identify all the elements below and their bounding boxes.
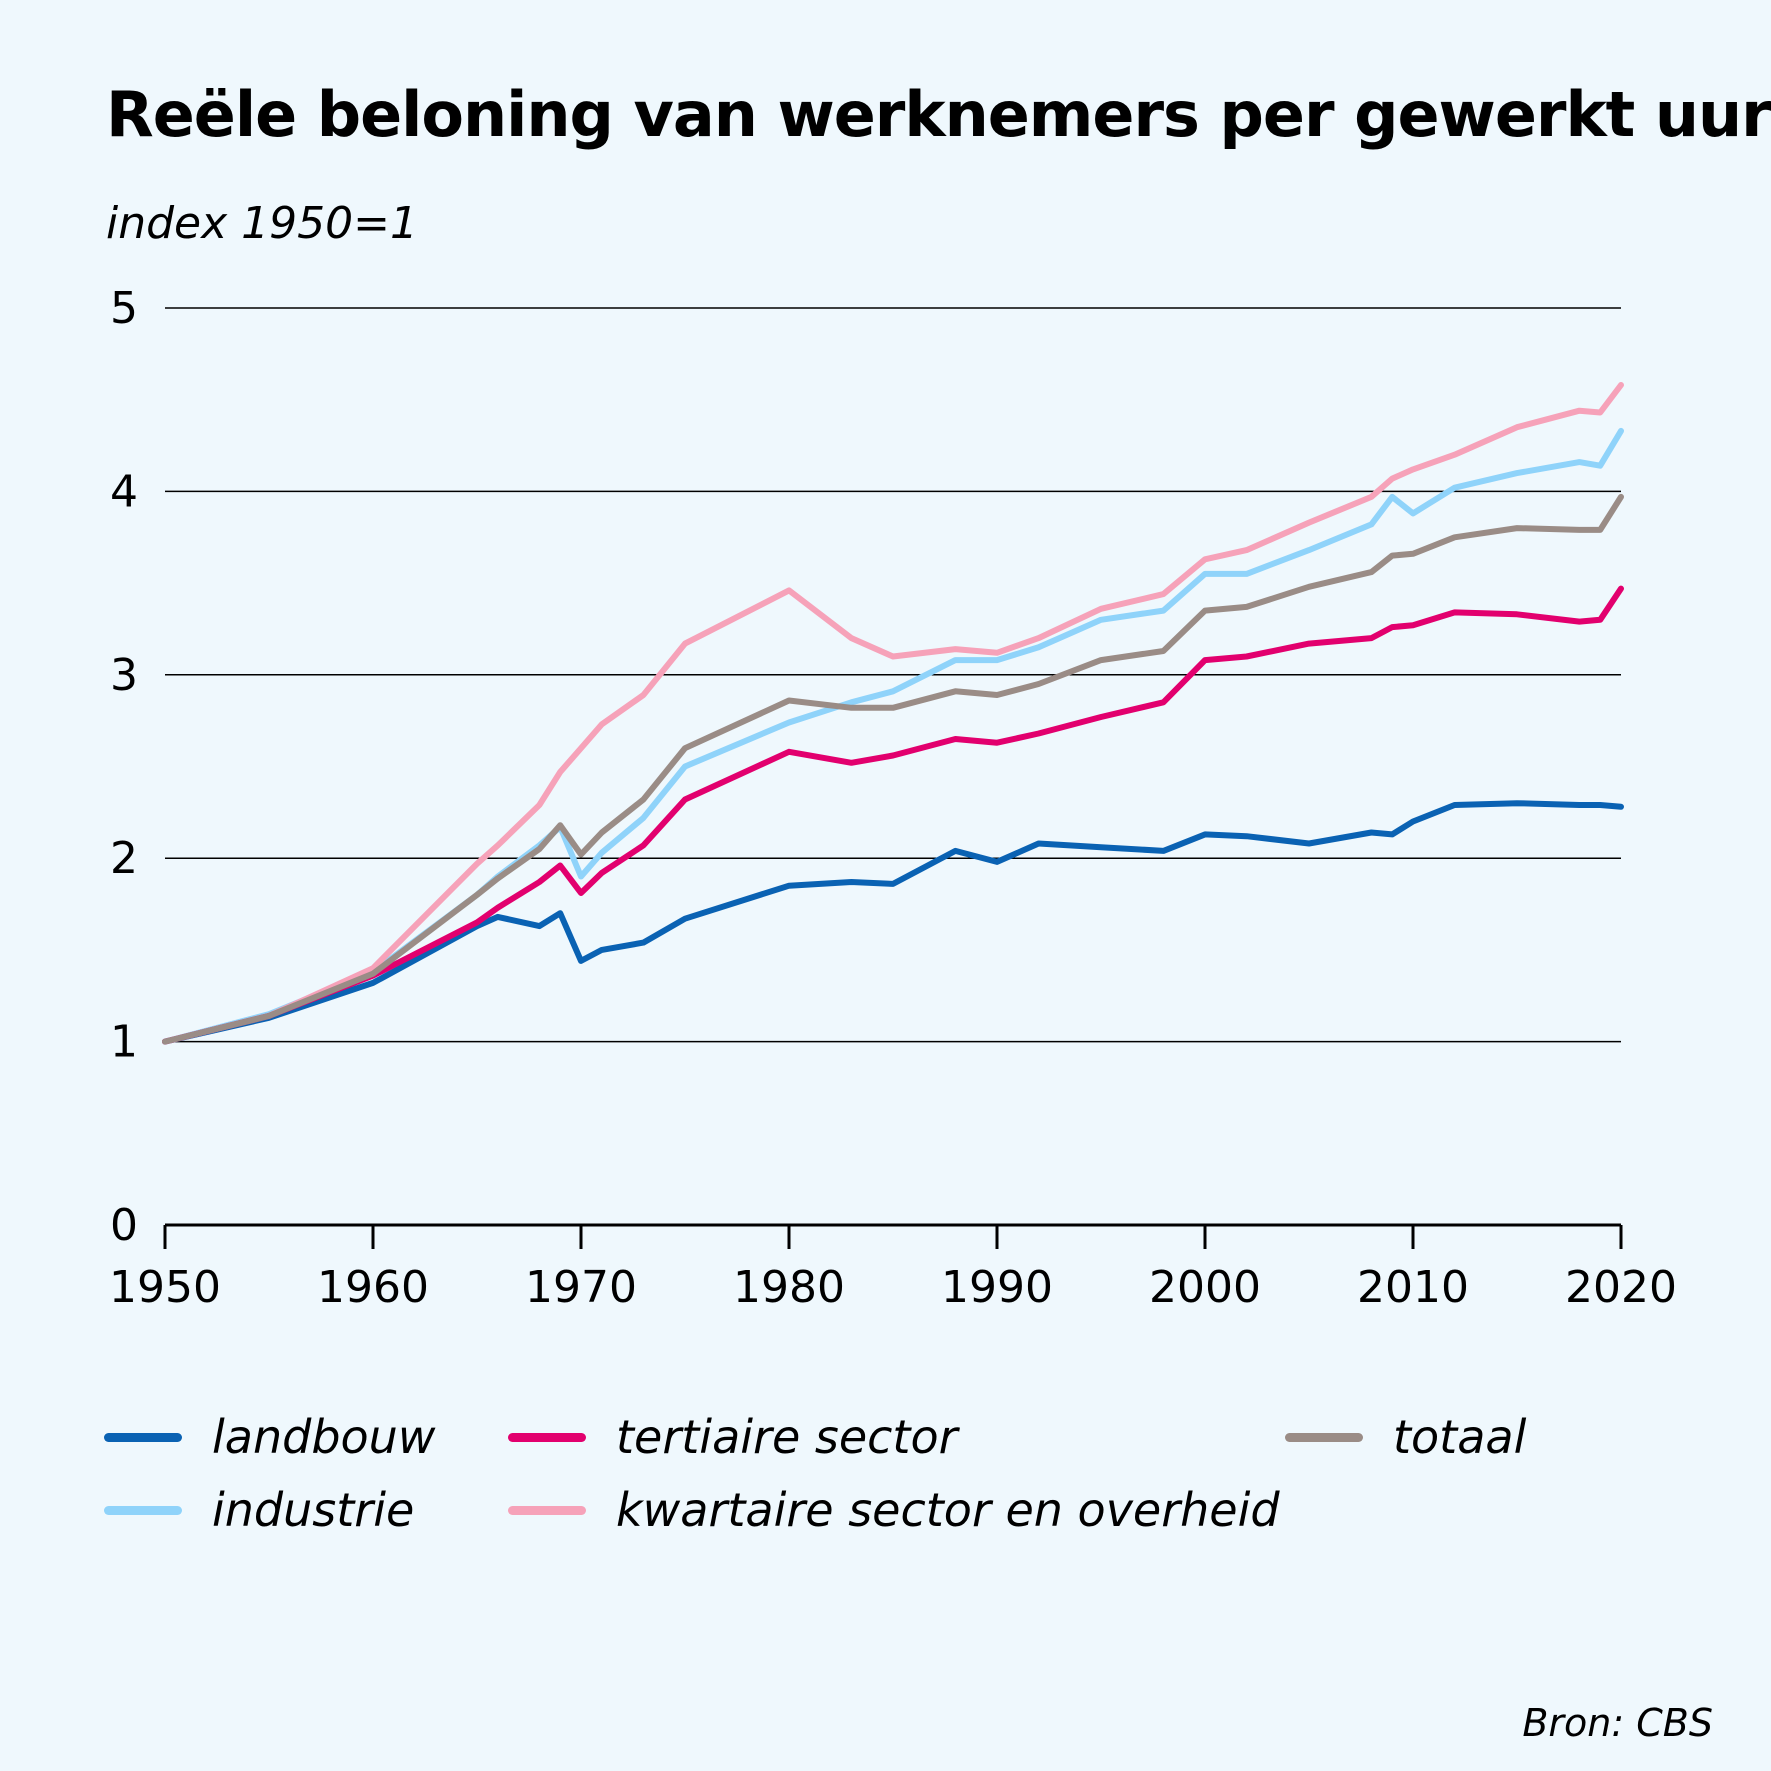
x-tick-label: 1960 (317, 1262, 429, 1313)
axes: 0 1 2 3 4 5 1950 1960 1970 1980 1990 2000 2010 2020 (109, 283, 1677, 1313)
x-tick-label: 1950 (109, 1262, 221, 1313)
y-tick-label: 3 (110, 650, 138, 701)
y-tick-label: 2 (110, 833, 138, 884)
x-tick-label: 2020 (1565, 1262, 1677, 1313)
x-tick-label: 2000 (1149, 1262, 1261, 1313)
grid-lines (165, 307, 1621, 1043)
y-tick-label: 0 (110, 1200, 138, 1251)
series-line-kwartaire (162, 382, 1624, 1045)
x-tick-label: 1990 (941, 1262, 1053, 1313)
y-tick-label: 4 (110, 466, 138, 517)
series-line-tertiaire (162, 585, 1624, 1045)
series-line-totaal (162, 493, 1624, 1045)
series-lines (162, 382, 1624, 1045)
source-note: Bron: CBS (1522, 1701, 1713, 1745)
x-tick-label: 2010 (1357, 1262, 1469, 1313)
y-axis-label: index 1950=1 (106, 198, 418, 249)
series-line-industrie (162, 427, 1624, 1045)
series-line-landbouw (162, 800, 1624, 1045)
y-tick-label: 1 (110, 1017, 138, 1068)
y-tick-label: 5 (110, 283, 138, 334)
x-tick-label: 1970 (525, 1262, 637, 1313)
chart-title: Reële beloning van werknemers per gewerk… (106, 78, 1771, 151)
x-tick-label: 1980 (733, 1262, 845, 1313)
